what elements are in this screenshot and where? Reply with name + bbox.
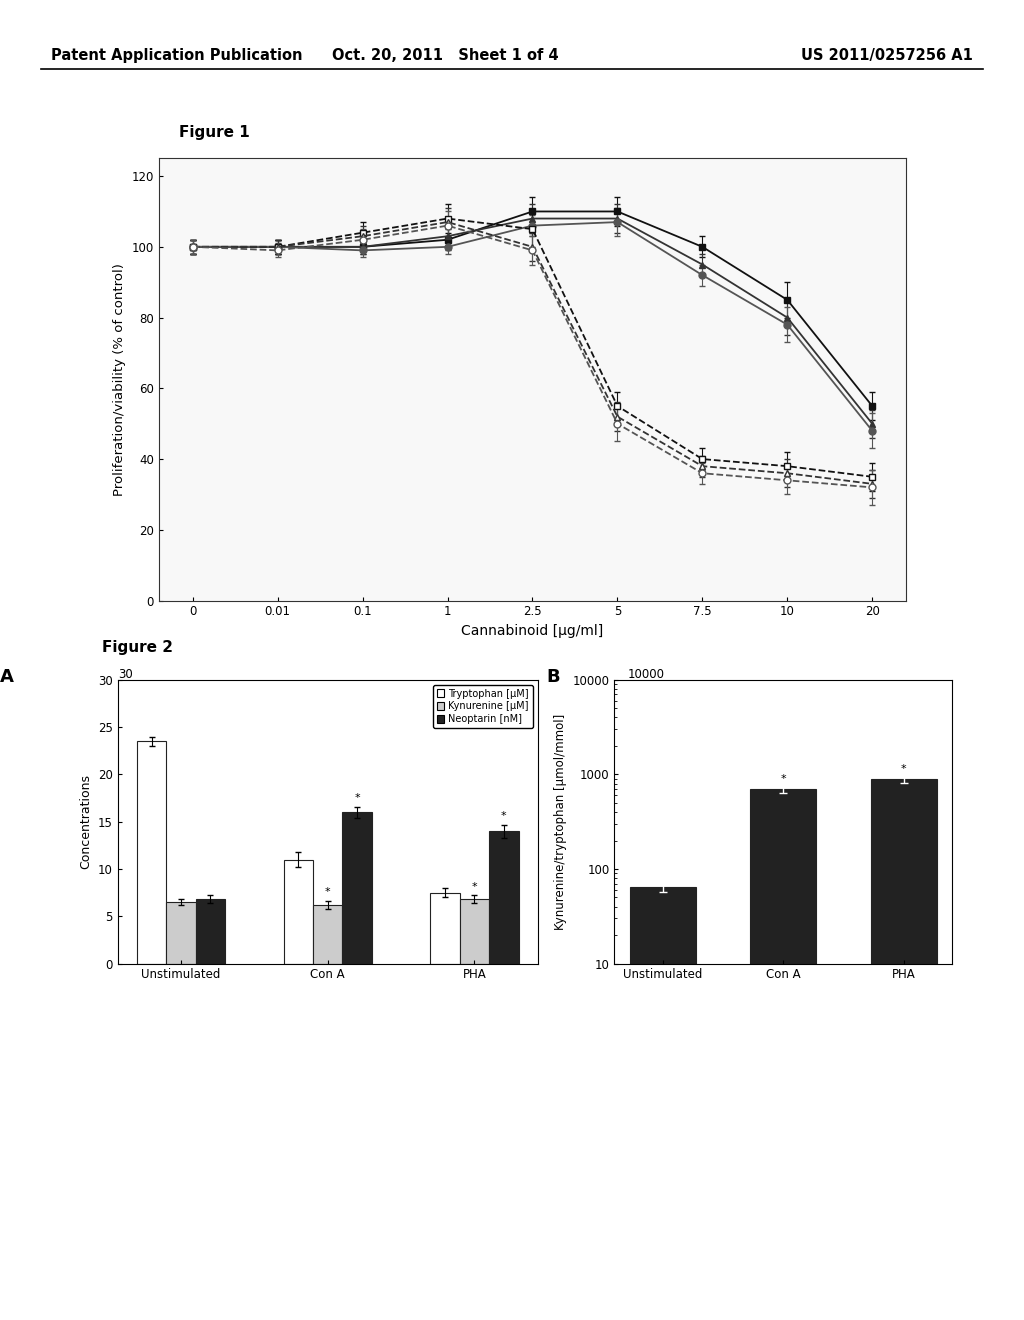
Bar xyxy=(630,887,696,1320)
Text: A: A xyxy=(0,668,14,686)
Bar xyxy=(430,892,460,964)
Bar xyxy=(342,812,372,964)
Y-axis label: Kynurenine/tryptophan [µmol/mmol]: Kynurenine/tryptophan [µmol/mmol] xyxy=(554,714,567,929)
Bar xyxy=(460,899,489,964)
Text: *: * xyxy=(901,764,906,774)
Bar xyxy=(313,906,342,964)
Text: Patent Application Publication: Patent Application Publication xyxy=(51,48,303,63)
Y-axis label: Proliferation/viability (% of control): Proliferation/viability (% of control) xyxy=(113,263,126,496)
Text: Figure 1: Figure 1 xyxy=(179,125,250,140)
Bar xyxy=(196,899,225,964)
Legend: Tryptophan [µM], Kynurenine [µM], Neoptarin [nM]: Tryptophan [µM], Kynurenine [µM], Neopta… xyxy=(433,685,532,729)
Text: 30: 30 xyxy=(118,668,132,681)
Text: 10000: 10000 xyxy=(628,668,665,681)
Text: US 2011/0257256 A1: US 2011/0257256 A1 xyxy=(801,48,973,63)
Text: *: * xyxy=(501,810,507,821)
Y-axis label: Concentrations: Concentrations xyxy=(80,775,92,869)
Bar xyxy=(284,859,313,964)
Text: *: * xyxy=(325,887,331,898)
Text: B: B xyxy=(547,668,560,686)
Bar xyxy=(137,742,166,964)
X-axis label: Cannabinoid [µg/ml]: Cannabinoid [µg/ml] xyxy=(462,624,603,638)
Text: *: * xyxy=(354,793,359,803)
Bar xyxy=(489,832,518,964)
Text: Figure 2: Figure 2 xyxy=(102,640,173,655)
Bar xyxy=(870,779,937,1320)
Bar xyxy=(751,789,816,1320)
Bar xyxy=(166,902,196,964)
Text: *: * xyxy=(780,775,786,784)
Text: Oct. 20, 2011   Sheet 1 of 4: Oct. 20, 2011 Sheet 1 of 4 xyxy=(332,48,559,63)
Text: *: * xyxy=(472,882,477,892)
